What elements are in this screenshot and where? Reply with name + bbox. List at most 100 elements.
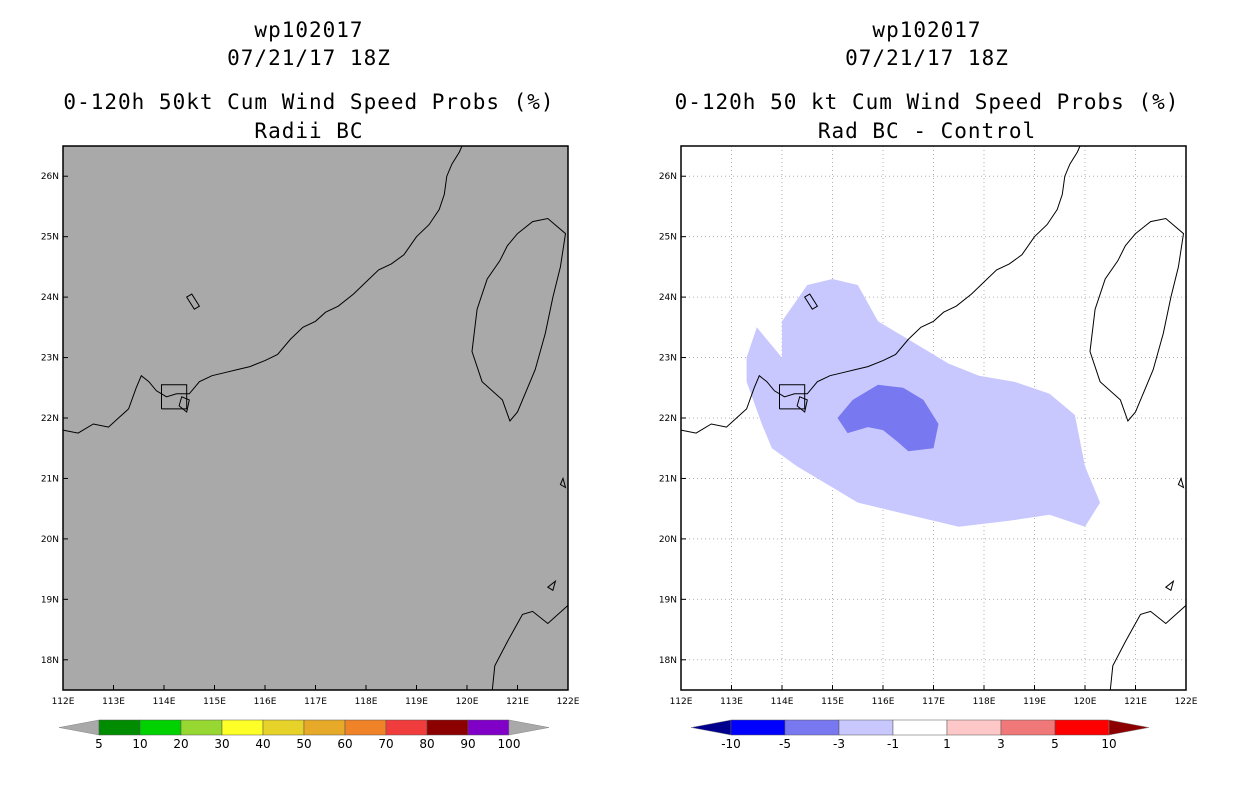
lon-tick-label: 113E: [102, 697, 125, 707]
lon-tick-label: 116E: [872, 697, 895, 707]
lat-tick-label: 23N: [41, 354, 59, 364]
lon-tick-label: 115E: [821, 697, 844, 707]
lon-tick-label: 117E: [304, 697, 327, 707]
colorbar-swatch: [426, 719, 469, 736]
colorbar-swatch: [838, 719, 894, 736]
colorbar-label: 5: [1051, 737, 1059, 751]
datetime-title: 07/21/17 18Z: [845, 46, 1009, 70]
colorbar-end-left: [58, 719, 100, 736]
panel-subtitle: Rad BC - Control: [817, 119, 1037, 143]
lat-tick-label: 20N: [41, 535, 59, 545]
colorbar-swatch: [303, 719, 346, 736]
lon-tick-label: 118E: [973, 697, 996, 707]
colorbar-label: 10: [132, 737, 147, 751]
colorbar-label: 20: [173, 737, 188, 751]
colorbar-swatch: [784, 719, 840, 736]
coastline-island: [178, 396, 190, 413]
lat-tick-label: 19N: [41, 595, 59, 605]
lat-tick-label: 18N: [41, 656, 59, 666]
colorbar-swatch: [946, 719, 1002, 736]
lat-tick-label: 26N: [41, 172, 59, 182]
colorbar-label: 30: [214, 737, 229, 751]
pearl-river-box: [161, 384, 188, 410]
storm-id-title: wp102017: [872, 18, 982, 42]
lon-tick-label: 114E: [771, 697, 794, 707]
colorbar-swatch: [262, 719, 305, 736]
colorbar-label: 5: [95, 737, 103, 751]
coastline-china: [62, 145, 463, 434]
colorbar-label: 90: [460, 737, 475, 751]
datetime-title: 07/21/17 18Z: [227, 46, 391, 70]
coastline-island: [546, 579, 557, 592]
lon-tick-label: 115E: [203, 697, 226, 707]
lat-tick-label: 24N: [659, 293, 677, 303]
lat-tick-label: 25N: [41, 233, 59, 243]
coastline-luzon: [491, 605, 569, 691]
product-title: 0-120h 50 kt Cum Wind Speed Probs (%): [674, 90, 1180, 114]
colorbar-swatch: [892, 719, 948, 736]
colorbar-label: 60: [337, 737, 352, 751]
colorbar-label: 100: [498, 737, 521, 751]
lon-tick-label: 121E: [1124, 697, 1147, 707]
colorbar-label: -5: [779, 737, 791, 751]
colorbar-label: 80: [419, 737, 434, 751]
colorbar-swatch: [1054, 719, 1110, 736]
colorbar-swatch: [467, 719, 510, 736]
lat-tick-label: 22N: [41, 414, 59, 424]
left-map-panel: wp102017 07/21/17 18Z 0-120h 50kt Cum Wi…: [41, 18, 580, 751]
colorbar-label: 40: [255, 737, 270, 751]
lat-tick-label: 21N: [659, 474, 677, 484]
lon-tick-label: 112E: [52, 697, 75, 707]
product-title: 0-120h 50kt Cum Wind Speed Probs (%): [63, 90, 555, 114]
coastline-island: [796, 396, 808, 413]
lon-tick-label: 119E: [405, 697, 428, 707]
storm-id-title: wp102017: [254, 18, 364, 42]
colorbar-swatch: [98, 719, 141, 736]
lon-tick-label: 118E: [355, 697, 378, 707]
lon-tick-label: 117E: [922, 697, 945, 707]
left-map-plot: 112E 113E 114E 115E 116E 117E 118E 119E 120E 121E…: [41, 145, 580, 751]
coastline-island: [804, 293, 819, 310]
colorbar-swatch: [385, 719, 428, 736]
lon-tick-label: 120E: [456, 697, 479, 707]
lat-tick-label: 25N: [659, 233, 677, 243]
coastline-taiwan: [471, 217, 567, 422]
lon-tick-label: 114E: [153, 697, 176, 707]
right-map-plot: 112E 113E 114E 115E 116E 117E 118E 119E 120E 121E…: [659, 145, 1198, 751]
lat-tick-label: 22N: [659, 414, 677, 424]
lon-tick-label: 121E: [506, 697, 529, 707]
lon-tick-label: 116E: [254, 697, 277, 707]
right-map-panel: wp102017 07/21/17 18Z 0-120h 50 kt Cum W…: [618, 0, 1236, 800]
colorbar-swatch: [344, 719, 387, 736]
lat-tick-label: 18N: [659, 656, 677, 666]
coastline-taiwan: [1089, 217, 1185, 422]
colorbar-label: -1: [887, 737, 899, 751]
lon-tick-label: 119E: [1023, 697, 1046, 707]
colorbar-label: 70: [378, 737, 393, 751]
colorbar-swatch: [139, 719, 182, 736]
lat-tick-label: 19N: [659, 595, 677, 605]
colorbar-swatch: [730, 719, 786, 736]
colorbar-label: 3: [997, 737, 1005, 751]
lon-tick-label: 113E: [720, 697, 743, 707]
coastline-island: [559, 476, 567, 489]
coastline-island: [1164, 579, 1175, 592]
coastline-luzon: [1109, 605, 1187, 691]
coastline-island: [1177, 476, 1185, 489]
colorbar-end-left: [690, 719, 732, 736]
colorbar-end-right: [1108, 719, 1150, 736]
coastline-island: [186, 293, 201, 310]
colorbar-swatch: [180, 719, 223, 736]
colorbar-label: 50: [296, 737, 311, 751]
colorbar-end-right: [508, 719, 550, 736]
colorbar-label: -3: [833, 737, 845, 751]
lat-tick-label: 20N: [659, 535, 677, 545]
colorbar-swatch: [221, 719, 264, 736]
lat-tick-label: 24N: [41, 293, 59, 303]
colorbar-label: 10: [1101, 737, 1116, 751]
colorbar-label: -10: [721, 737, 741, 751]
lon-tick-label: 120E: [1074, 697, 1097, 707]
lon-tick-label: 122E: [557, 697, 580, 707]
lat-tick-label: 26N: [659, 172, 677, 182]
lon-tick-label: 112E: [670, 697, 693, 707]
